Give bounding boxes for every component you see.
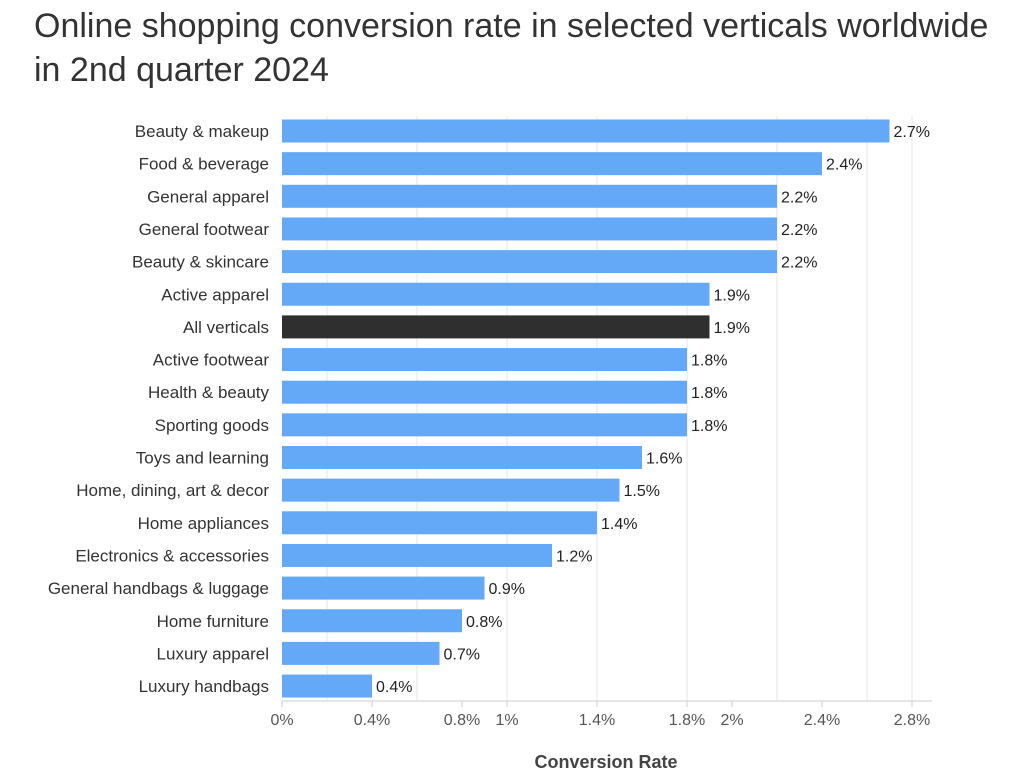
tick-label: 0.4% [354, 712, 390, 729]
category-label: Food & beverage [139, 155, 269, 174]
value-label: 1.9% [714, 320, 750, 337]
tick-label: 2% [720, 712, 743, 729]
value-label: 2.2% [781, 222, 817, 239]
tick-label: 0% [270, 712, 293, 729]
bar-general-apparel [282, 184, 777, 208]
x-axis-ticks: 0% 0.4% 0.8% 1% 1.4% 1.8% 2% 2.4% 2.8% [270, 701, 930, 729]
value-label: 2.4% [826, 157, 862, 174]
category-label: Health & beauty [148, 383, 269, 402]
tick-label: 0.8% [444, 712, 480, 729]
bar-sporting-goods [282, 413, 687, 437]
category-label: Beauty & skincare [132, 253, 269, 272]
category-label: Electronics & accessories [75, 546, 269, 565]
value-label: 0.8% [466, 614, 502, 631]
value-label: 1.9% [714, 287, 750, 304]
tick-label: 2.4% [804, 712, 840, 729]
category-label: Home furniture [157, 612, 269, 631]
value-label: 1.6% [646, 451, 682, 468]
tick-label: 1% [495, 712, 518, 729]
x-axis-title: Conversion Rate [534, 752, 677, 772]
category-label: Active apparel [161, 285, 269, 304]
bar-electronics-accessories [282, 543, 552, 567]
category-label: Home, dining, art & decor [76, 481, 269, 500]
category-label: Toys and learning [136, 449, 269, 468]
value-label: 1.8% [691, 385, 727, 402]
category-label: General handbags & luggage [48, 579, 269, 598]
tick-label: 1.4% [579, 712, 615, 729]
gridlines [326, 116, 913, 700]
category-label: General footwear [139, 220, 270, 239]
tick-label: 2.8% [894, 712, 930, 729]
category-label: General apparel [147, 187, 269, 206]
category-label: Luxury apparel [157, 644, 269, 663]
bar-luxury-handbags [282, 674, 372, 698]
value-label: 2.2% [781, 189, 817, 206]
category-label: Luxury handbags [139, 677, 269, 696]
category-label: Active footwear [153, 351, 270, 370]
category-label: All verticals [183, 318, 269, 337]
value-label: 2.2% [781, 255, 817, 272]
bar-all-verticals [282, 315, 710, 339]
category-label: Sporting goods [155, 416, 269, 435]
value-label: 2.7% [894, 124, 930, 141]
bar-luxury-apparel [282, 641, 440, 665]
bar-beauty-skincare [282, 250, 777, 274]
bar-active-apparel [282, 282, 710, 306]
bar-active-footwear [282, 348, 687, 372]
category-label: Beauty & makeup [135, 122, 269, 141]
bar-food-beverage [282, 152, 822, 176]
value-label: 1.5% [624, 483, 660, 500]
category-labels: Beauty & makeup Food & beverage General ap… [48, 122, 270, 696]
bar-beauty-makeup [282, 119, 890, 143]
bars [282, 119, 890, 698]
value-labels: 2.7% 2.4% 2.2% 2.2% 2.2% 1.9% 1.9% 1.8% 1.8% 1.8%… [376, 124, 930, 696]
value-label: 0.4% [376, 679, 412, 696]
bar-health-beauty [282, 380, 687, 404]
value-label: 1.8% [691, 353, 727, 370]
chart-title: Online shopping conversion rate in selec… [34, 7, 989, 89]
bar-general-footwear [282, 217, 777, 241]
category-label: Home appliances [138, 514, 269, 533]
tick-label: 1.8% [669, 712, 705, 729]
bar-toys-and-learning [282, 446, 642, 469]
value-label: 0.7% [444, 646, 480, 663]
value-label: 0.9% [489, 581, 525, 598]
bar-home-appliances [282, 511, 597, 535]
value-label: 1.4% [601, 516, 637, 533]
bar-home-dining-art-decor [282, 478, 620, 502]
bar-home-furniture [282, 609, 462, 633]
value-label: 1.8% [691, 418, 727, 435]
value-label: 1.2% [556, 548, 592, 565]
bar-general-handbags-luggage [282, 576, 485, 600]
